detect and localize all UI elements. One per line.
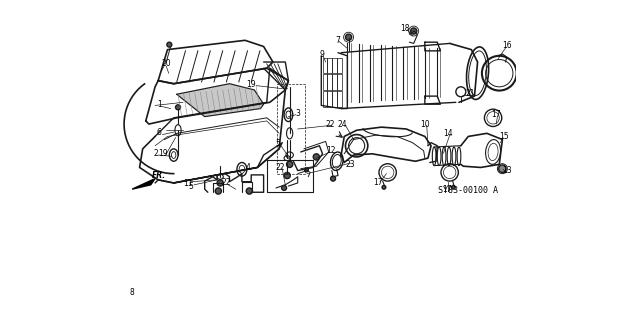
Bar: [333, 58, 337, 73]
Text: 6: 6: [157, 128, 162, 137]
Text: 5: 5: [189, 181, 194, 190]
Circle shape: [282, 185, 287, 190]
Bar: [327, 75, 332, 90]
Circle shape: [217, 180, 224, 186]
Circle shape: [284, 172, 290, 179]
Text: FR.: FR.: [152, 171, 166, 180]
Text: 19: 19: [159, 149, 168, 158]
Circle shape: [331, 176, 336, 181]
Polygon shape: [132, 179, 155, 189]
Bar: [338, 75, 342, 90]
Circle shape: [452, 185, 455, 189]
Text: 22: 22: [276, 163, 285, 172]
Text: 20: 20: [161, 60, 171, 68]
Text: 16: 16: [502, 41, 512, 50]
Text: 8: 8: [130, 288, 134, 297]
Circle shape: [499, 165, 506, 172]
Text: 3: 3: [296, 109, 300, 118]
Text: 22: 22: [222, 179, 231, 188]
Text: 17: 17: [491, 110, 501, 119]
Text: 5: 5: [275, 140, 280, 148]
Bar: [322, 75, 327, 90]
Text: 19: 19: [247, 80, 256, 89]
Text: 4: 4: [246, 163, 250, 172]
Text: 18: 18: [400, 24, 410, 33]
Text: 24: 24: [338, 120, 347, 129]
Text: 23: 23: [346, 160, 355, 169]
Text: 17: 17: [441, 185, 452, 194]
Bar: [333, 75, 337, 90]
Circle shape: [313, 154, 319, 160]
Text: 2: 2: [154, 149, 158, 158]
Polygon shape: [177, 84, 264, 116]
Text: 15: 15: [499, 132, 509, 141]
Bar: [327, 91, 332, 107]
Circle shape: [287, 161, 293, 167]
Circle shape: [247, 188, 252, 194]
Text: 10: 10: [420, 120, 430, 129]
Text: 1: 1: [157, 100, 162, 109]
Text: 7: 7: [336, 36, 340, 45]
Text: 13: 13: [503, 166, 512, 175]
Circle shape: [304, 168, 308, 172]
Circle shape: [345, 34, 352, 40]
Bar: [338, 91, 342, 107]
Text: 12: 12: [326, 146, 335, 155]
Circle shape: [382, 185, 386, 189]
Circle shape: [215, 188, 222, 194]
Text: 22: 22: [326, 120, 334, 129]
Text: 17: 17: [373, 179, 383, 188]
Bar: [322, 91, 327, 107]
Bar: [327, 58, 332, 73]
Circle shape: [176, 105, 180, 110]
Text: SY83-00100 A: SY83-00100 A: [438, 186, 498, 195]
Text: 14: 14: [443, 129, 453, 138]
Circle shape: [167, 42, 172, 47]
Text: 21: 21: [466, 89, 475, 98]
Text: 11: 11: [183, 179, 193, 188]
Bar: [338, 58, 342, 73]
Text: 9: 9: [320, 50, 324, 59]
Bar: [322, 58, 327, 73]
Circle shape: [411, 28, 417, 34]
Bar: [333, 91, 337, 107]
